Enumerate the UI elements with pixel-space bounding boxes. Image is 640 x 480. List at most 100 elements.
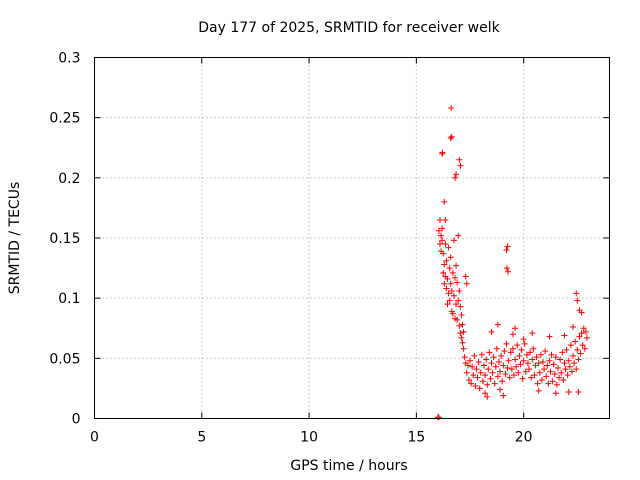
data-point [442, 216, 449, 223]
y-tick-label: 0.3 [58, 51, 80, 67]
data-point [471, 352, 478, 359]
x-tick-label: 5 [197, 430, 206, 446]
data-point [497, 386, 504, 393]
data-point [520, 336, 527, 343]
data-point [564, 372, 571, 379]
data-point [456, 287, 463, 294]
data-point [502, 370, 509, 377]
data-point [448, 105, 455, 112]
data-point [566, 363, 573, 370]
data-point [526, 366, 533, 373]
data-point [546, 333, 553, 340]
data-point [513, 363, 520, 370]
data-point [461, 354, 468, 361]
data-point [520, 357, 527, 364]
data-point [581, 345, 588, 352]
data-point [576, 333, 583, 340]
data-point [552, 390, 559, 397]
data-point [441, 280, 448, 287]
data-point [500, 392, 507, 399]
data-point [509, 345, 516, 352]
data-point [544, 362, 551, 369]
data-point [440, 250, 447, 257]
data-point [509, 331, 516, 338]
data-point [480, 362, 487, 369]
data-point [528, 374, 535, 381]
data-point [452, 174, 458, 181]
y-tick-label: 0.25 [49, 111, 80, 127]
data-point [551, 370, 558, 377]
x-axis-label: GPS time / hours [290, 458, 407, 474]
data-point [504, 243, 511, 250]
data-point [465, 376, 472, 383]
plot-frame [94, 57, 610, 419]
data-point [436, 241, 443, 248]
x-tick-label: 10 [300, 430, 318, 446]
data-point [482, 372, 489, 379]
data-point [517, 361, 524, 368]
data-point [474, 374, 481, 381]
data-point [470, 372, 477, 379]
data-point [549, 378, 556, 385]
data-point [483, 356, 490, 363]
data-point [460, 328, 467, 335]
data-point [512, 325, 519, 332]
data-point [503, 340, 510, 347]
data-point [497, 368, 504, 375]
data-point [518, 346, 525, 353]
data-point [453, 262, 460, 269]
data-point [499, 378, 506, 385]
data-points [434, 105, 590, 421]
data-point [522, 368, 529, 375]
data-point [570, 324, 577, 331]
data-point [479, 378, 486, 385]
data-point [476, 385, 483, 392]
data-point [563, 346, 570, 353]
x-tick-label: 0 [90, 430, 99, 446]
data-point [515, 369, 522, 376]
data-point [446, 297, 453, 304]
data-point [436, 216, 443, 223]
y-tick-label: 0.15 [49, 231, 80, 247]
data-point [452, 274, 458, 281]
data-point [443, 285, 450, 292]
data-point [507, 349, 514, 356]
data-point [444, 275, 451, 282]
data-point [491, 380, 498, 387]
data-point [487, 375, 494, 382]
data-point [572, 338, 579, 345]
data-point [494, 321, 501, 328]
data-point [578, 330, 585, 337]
data-point [482, 390, 489, 397]
data-point [439, 149, 446, 156]
data-point [536, 369, 543, 376]
data-point [514, 342, 521, 349]
data-point [550, 361, 557, 368]
data-point [484, 381, 491, 388]
data-point [475, 358, 482, 365]
data-point [500, 362, 507, 369]
data-point [484, 393, 491, 400]
data-point [457, 330, 464, 337]
data-point [445, 290, 452, 297]
data-point [562, 366, 569, 373]
data-point [498, 352, 505, 359]
data-point [511, 372, 518, 379]
data-point [555, 364, 561, 371]
data-point [448, 287, 455, 294]
tick-labels: 0 5 10 15 20 0 0.05 0.1 0.15 0.2 0.25 0.3 [49, 51, 532, 446]
data-point [490, 354, 497, 361]
data-point [519, 375, 526, 382]
data-point [457, 303, 464, 310]
data-point [439, 237, 446, 244]
data-point [449, 310, 456, 317]
data-point [561, 360, 568, 367]
data-point [575, 356, 582, 363]
data-point [503, 265, 510, 272]
y-axis-label: SRMTID / TECUs [7, 182, 23, 295]
data-point [506, 374, 513, 381]
data-point [469, 363, 476, 370]
data-point [464, 362, 471, 369]
data-point [467, 357, 474, 364]
